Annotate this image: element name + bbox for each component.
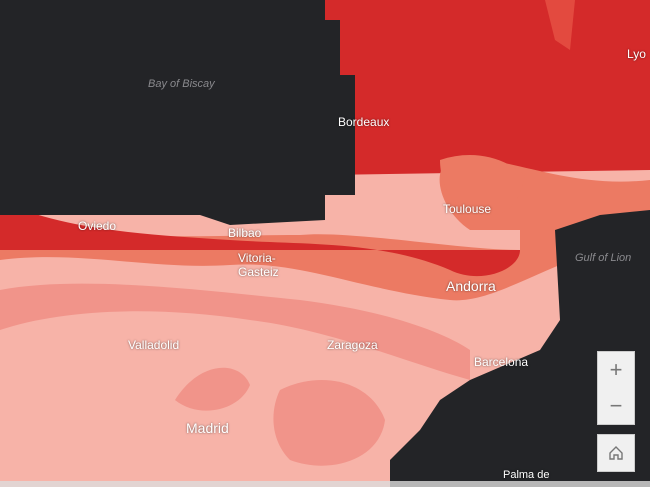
- attribution-bar: [0, 481, 650, 487]
- place-label: Oviedo: [78, 219, 117, 233]
- water-bay-of-biscay: [0, 0, 355, 225]
- zone-dark-red-north-spain: [0, 200, 520, 277]
- zone-salmon: [0, 283, 470, 380]
- place-label: Madrid: [186, 420, 229, 436]
- place-label: Vitoria- Gasteiz: [238, 251, 279, 279]
- place-label: Palma de: [503, 469, 550, 481]
- place-label: Zaragoza: [327, 338, 378, 352]
- water-label: Bay of Biscay: [148, 78, 215, 90]
- place-label: Toulouse: [443, 202, 492, 216]
- place-label: Bilbao: [228, 226, 262, 240]
- place-label: Andorra: [446, 278, 496, 294]
- place-label: Lyo: [627, 47, 646, 61]
- zoom-in-button[interactable]: +: [609, 357, 623, 382]
- place-label: Bordeaux: [338, 115, 390, 129]
- place-label: Valladolid: [128, 338, 180, 352]
- zone-toulouse: [440, 155, 525, 216]
- water-label: Gulf of Lion: [575, 252, 632, 264]
- place-label: Barcelona: [474, 355, 529, 369]
- zone-salmon-south: [273, 380, 385, 466]
- water-mediterranean: [390, 210, 650, 487]
- zoom-control: + −: [597, 351, 635, 425]
- home-button[interactable]: [597, 434, 635, 472]
- zoom-out-button[interactable]: −: [609, 393, 623, 418]
- home-icon: [609, 446, 623, 460]
- zone-red-patch: [545, 0, 575, 50]
- zone-salmon-madrid: [175, 367, 250, 411]
